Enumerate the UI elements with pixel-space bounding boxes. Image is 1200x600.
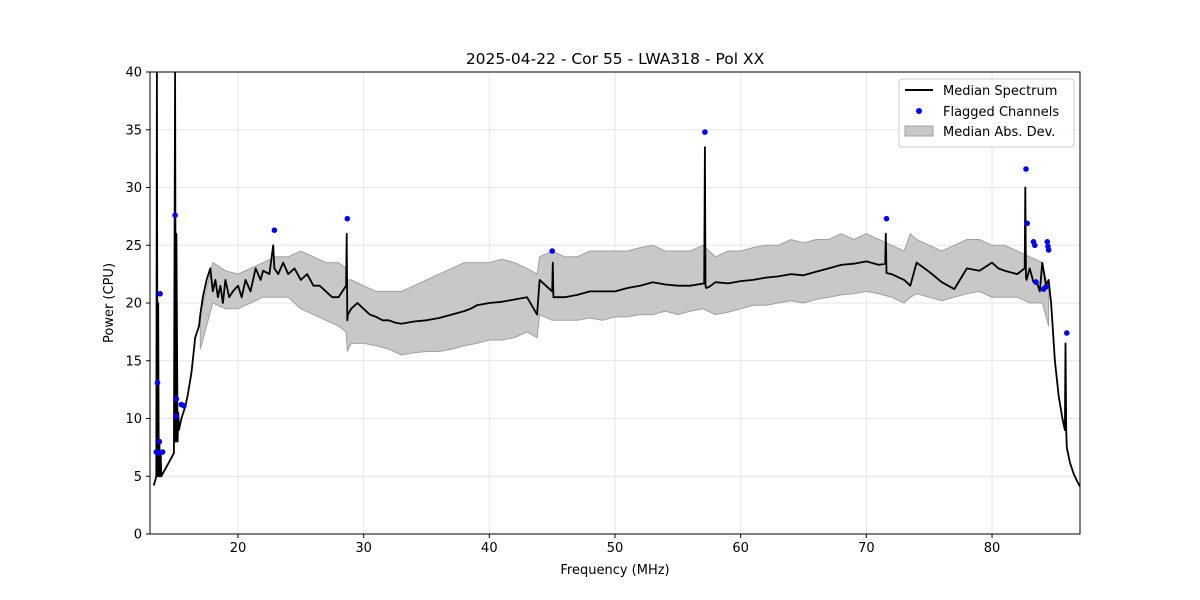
x-tick-label: 20: [230, 541, 247, 556]
flagged-channel-point: [157, 291, 163, 297]
flagged-channel-point: [1024, 220, 1030, 227]
flagged-channel-point: [159, 449, 166, 455]
y-tick-label: 25: [125, 239, 142, 254]
flagged-channel-point: [154, 379, 161, 386]
flagged-channel-point: [549, 248, 555, 254]
flagged-channel-point: [173, 413, 179, 420]
legend-box: [898, 78, 1075, 148]
flagged-channel-point: [1045, 247, 1052, 253]
flagged-channel-point: [1032, 242, 1038, 249]
x-tick-label: 80: [984, 541, 1001, 556]
x-tick-label: 50: [607, 541, 624, 556]
y-tick-label: 10: [125, 412, 142, 427]
flagged-channel-point: [1064, 330, 1070, 336]
y-tick-label: 40: [125, 66, 142, 81]
flagged-channel-point: [883, 215, 890, 222]
median-spectrum-line: [152, 72, 1080, 488]
x-tick-label: 40: [481, 541, 498, 556]
y-tick-label: 20: [125, 297, 142, 312]
y-axis-label: Power (CPU): [102, 263, 117, 343]
x-axis-label: Frequency (MHz): [560, 563, 669, 578]
flagged-channel-point: [1043, 284, 1049, 290]
x-axis: 20 30 40 50 60 70 80: [230, 534, 1001, 556]
x-tick-label: 60: [732, 541, 749, 556]
flagged-channel-point: [156, 438, 163, 445]
flagged-channel-point: [1023, 166, 1029, 172]
legend-label-median: Median Spectrum: [943, 84, 1057, 99]
y-axis: 0 5 10 15 20 25 30 35 40: [125, 66, 150, 543]
legend-band-swatch: [904, 125, 934, 137]
flagged-channel-point: [172, 212, 178, 218]
flagged-channel-point: [702, 129, 708, 135]
legend-point-swatch: [916, 108, 922, 114]
y-tick-label: 35: [125, 123, 142, 138]
y-tick-label: 0: [134, 528, 142, 543]
legend: Median Spectrum Flagged Channels Median …: [898, 78, 1075, 148]
flagged-channel-point: [271, 227, 278, 233]
chart-title: 2025-04-22 - Cor 55 - LWA318 - Pol XX: [466, 50, 765, 68]
flagged-channel-point: [181, 403, 187, 409]
flagged-channel-point: [344, 215, 351, 222]
flagged-channel-point: [1033, 279, 1039, 286]
y-tick-label: 30: [125, 181, 142, 196]
y-tick-label: 15: [125, 354, 142, 369]
legend-label-flagged: Flagged Channels: [943, 105, 1059, 120]
flagged-channel-point: [173, 396, 180, 402]
y-tick-label: 5: [134, 470, 142, 485]
x-tick-label: 30: [355, 541, 372, 556]
mad-band: [199, 232, 1050, 356]
flagged-channel-point: [1044, 239, 1051, 245]
legend-label-mad: Median Abs. Dev.: [943, 125, 1055, 140]
x-tick-label: 70: [858, 541, 875, 556]
